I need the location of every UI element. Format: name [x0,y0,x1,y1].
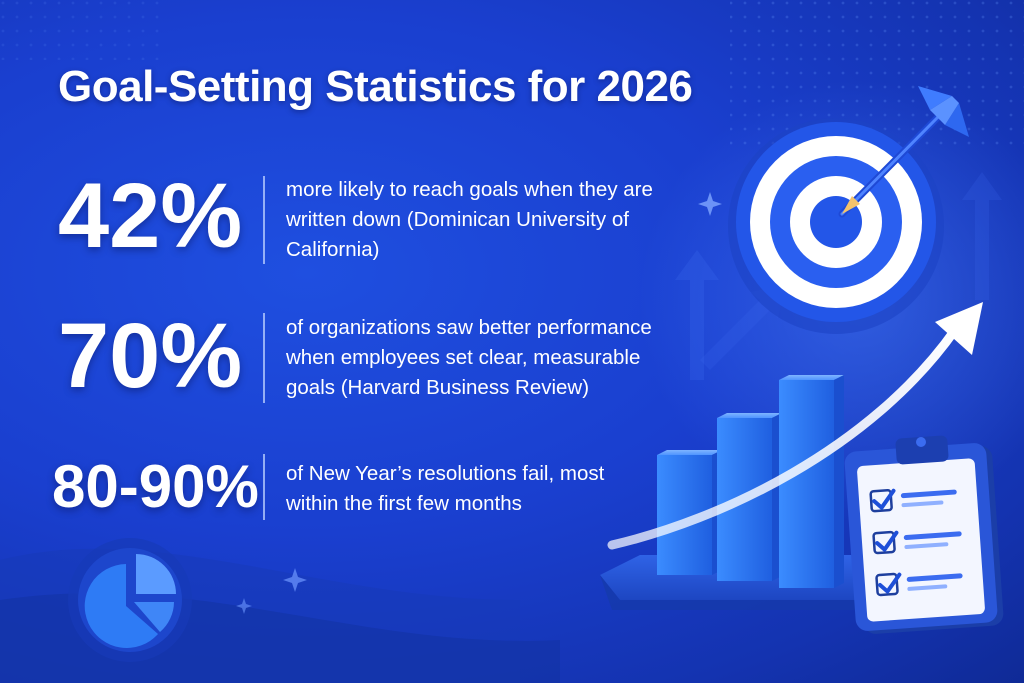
stat-description: more likely to reach goals when they are… [286,178,653,261]
page-title: Goal-Setting Statistics for 2026 [58,62,693,111]
target-icon [728,118,944,334]
stat-divider [263,454,265,520]
stat-value: 70% [58,305,243,407]
rising-arrow-icon [607,302,983,550]
stat-description: of New Year’s resolutions fail, most wit… [286,462,605,515]
stat-value: 80-90% [52,453,259,520]
stat-divider [263,313,265,403]
clipboard-checklist-icon [844,435,1004,634]
dart-icon [838,86,969,218]
sparkle-icon [236,598,252,614]
sparkle-icon [283,568,307,592]
pie-chart-icon [68,538,192,662]
bar-chart-icon [600,375,860,610]
stat-value: 42% [58,165,243,267]
stat-description: of organizations saw better performance … [286,316,652,399]
stat-divider [263,176,265,264]
sparkle-icon [698,192,722,216]
